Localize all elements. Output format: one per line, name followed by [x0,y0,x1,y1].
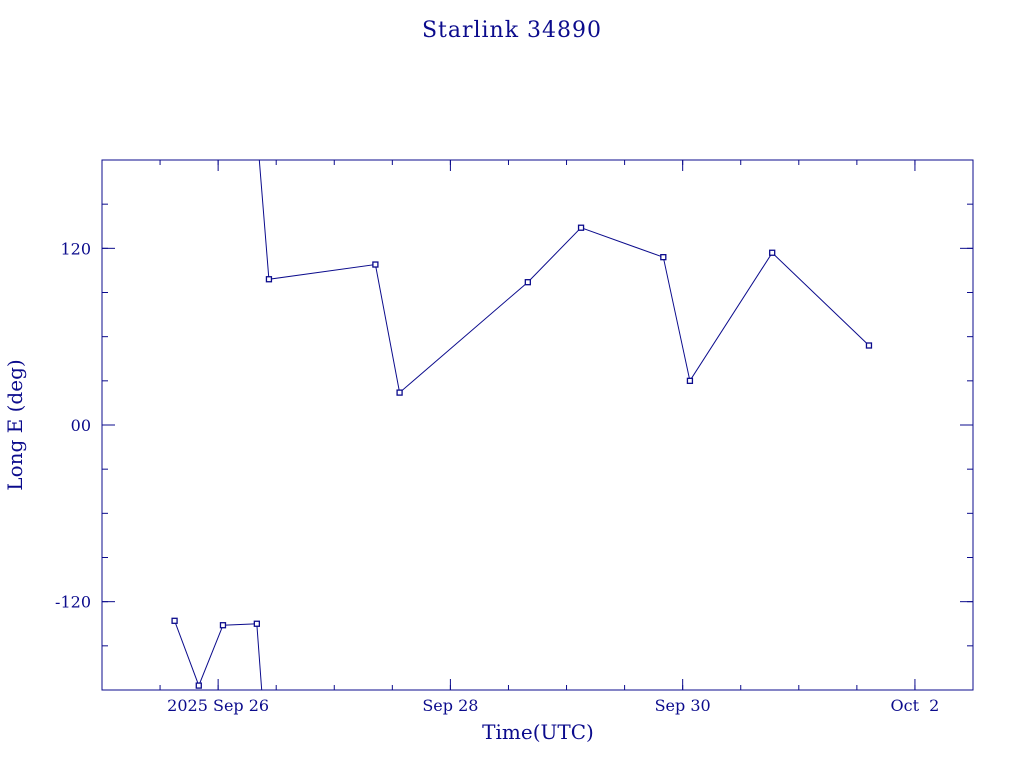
x-tick-label: 2025 Sep 26 [167,696,269,715]
axis-ticks [102,160,973,690]
chart-title: Starlink 34890 [422,18,602,43]
x-tick-label: Sep 30 [655,696,711,715]
y-tick-label: 120 [60,239,91,258]
data-point-marker [253,620,260,627]
data-point-marker [660,254,667,261]
data-point-marker [171,617,178,624]
y-tick-label: 00 [71,416,91,435]
data-point-marker [865,342,873,349]
series-lines [174,159,870,691]
tick-labels: 2025 Sep 26 Sep 28 Sep 30 Oct 2 -120 00 120 [55,239,939,715]
data-point-marker [372,261,379,268]
plot-frame [101,159,974,691]
series-line-segment [258,159,870,394]
data-point-marker [577,224,585,231]
data-point-marker [219,622,227,629]
data-point-marker [265,276,273,283]
series-markers [171,224,873,689]
y-tick-label: -120 [55,593,91,612]
y-axis-label: Long E (deg) [3,359,27,490]
x-tick-label: Oct 2 [891,696,940,715]
x-tick-label: Sep 28 [422,696,478,715]
data-point-marker [396,389,403,396]
data-point-marker [195,682,202,689]
data-point-marker [686,377,694,384]
data-point-marker [769,249,776,256]
data-point-marker [524,279,531,286]
x-axis-label: Time(UTC) [482,720,594,744]
